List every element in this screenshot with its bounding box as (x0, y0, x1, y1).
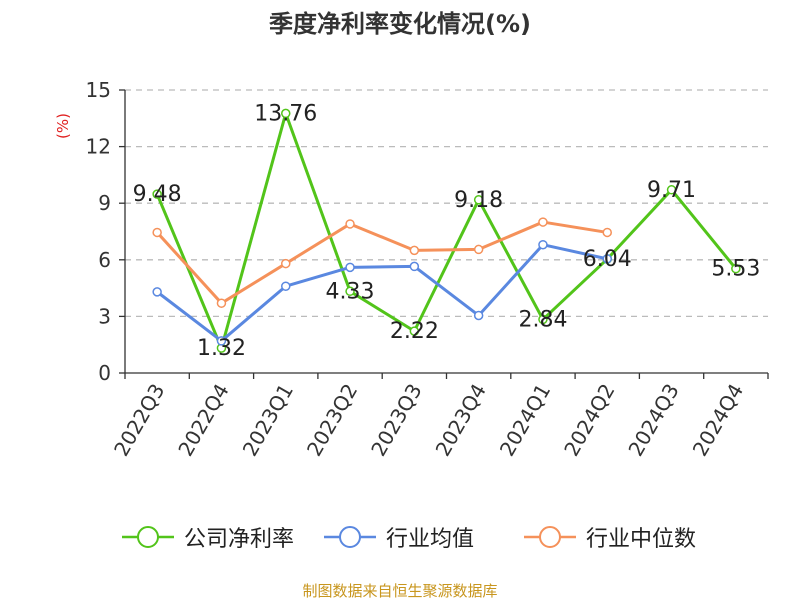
data-point (603, 228, 611, 236)
y-tick-label: 15 (86, 78, 111, 102)
legend-label: 行业中位数 (586, 521, 696, 553)
legend-marker-icon (120, 521, 176, 553)
legend-circle (138, 527, 158, 547)
data-label: 9.48 (133, 182, 182, 207)
data-labels: 9.48 1.32 13.76 4.33 2.22 9.18 2.84 6.04 9.71 5.5… (133, 101, 761, 361)
legend-item[interactable]: 行业中位数 (522, 521, 696, 553)
y-tick-label: 0 (98, 361, 111, 385)
data-point (410, 246, 418, 254)
legend: 公司净利率 行业均值 行业中位数 (0, 521, 800, 553)
x-tick-label: 2023Q3 (366, 380, 426, 461)
data-point (475, 311, 483, 319)
data-point (539, 241, 547, 249)
data-point (153, 228, 161, 236)
data-point (346, 263, 354, 271)
legend-marker-icon (522, 521, 578, 553)
x-tick-label: 2024Q4 (688, 380, 748, 461)
y-axis-label: (%) (54, 113, 72, 139)
source-note: 制图数据来自恒生聚源数据库 (0, 580, 800, 601)
series-line (157, 222, 607, 303)
data-label: 2.84 (518, 307, 567, 332)
legend-marker-icon (322, 521, 378, 553)
y-tick-label: 6 (98, 248, 111, 272)
legend-item[interactable]: 公司净利率 (120, 521, 294, 553)
series-line (157, 113, 736, 348)
y-tick-label: 12 (86, 135, 111, 159)
data-label: 4.33 (326, 279, 375, 304)
data-point (153, 288, 161, 296)
legend-label: 行业均值 (386, 521, 474, 553)
data-label: 5.53 (711, 257, 760, 282)
legend-circle (540, 527, 560, 547)
x-tick-label: 2024Q1 (495, 380, 555, 461)
data-point (475, 245, 483, 253)
data-label: 6.04 (583, 247, 632, 272)
y-tick-label: 3 (98, 304, 111, 328)
x-tick-label: 2023Q1 (238, 380, 298, 461)
grid-lines (125, 90, 768, 316)
legend-item[interactable]: 行业均值 (322, 521, 474, 553)
y-tick-label: 9 (98, 191, 111, 215)
x-tick-label: 2022Q3 (109, 380, 169, 461)
data-point (217, 299, 225, 307)
x-tick-label: 2023Q2 (302, 380, 362, 461)
data-label: 2.22 (390, 319, 439, 344)
data-label: 9.18 (454, 188, 503, 213)
legend-label: 公司净利率 (184, 521, 294, 553)
data-point (539, 218, 547, 226)
data-label: 1.32 (197, 336, 246, 361)
legend-circle (340, 527, 360, 547)
x-tick-label: 2024Q2 (559, 380, 619, 461)
x-tick-label: 2023Q4 (431, 380, 491, 461)
x-tick-label: 2024Q3 (623, 380, 683, 461)
data-point (346, 220, 354, 228)
data-point (410, 262, 418, 270)
data-label: 9.71 (647, 178, 696, 203)
data-point (282, 282, 290, 290)
series-group (153, 109, 740, 352)
x-tick-label: 2022Q4 (173, 380, 233, 461)
data-point (282, 260, 290, 268)
data-label: 13.76 (254, 101, 317, 126)
